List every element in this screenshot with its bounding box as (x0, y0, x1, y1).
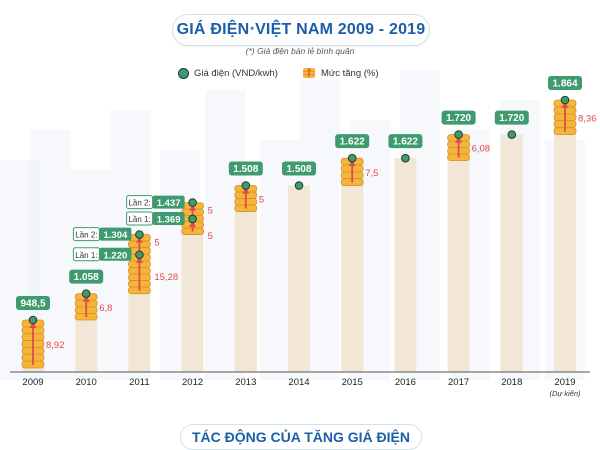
price-dot (560, 95, 570, 105)
price-label: 1.508 (286, 164, 311, 175)
increase-label: 5 (208, 231, 213, 242)
price-label-box (99, 227, 132, 241)
adjustment-label: Lần 2: (75, 231, 97, 240)
price-bar (394, 158, 417, 372)
increase-label: 8,36 (578, 113, 597, 124)
title-star: * (250, 25, 255, 35)
x-tick-label: 2013 (235, 377, 256, 388)
bottom-section-title: TÁC ĐỘNG CỦA TĂNG GIÁ ĐIỆN (180, 424, 422, 450)
x-tick-label: 2016 (395, 377, 416, 388)
price-label-box (152, 195, 185, 209)
price-label-box (69, 269, 104, 284)
increase-label: 5 (208, 206, 213, 217)
price-dot (401, 153, 410, 163)
arrow-head-icon (29, 322, 37, 328)
price-dot (135, 250, 144, 260)
price-label-box (494, 110, 529, 125)
increase-label: 6,08 (472, 144, 491, 155)
price-bar (288, 185, 310, 372)
adjustment-label: Lần 1: (75, 251, 97, 260)
price-bar (234, 185, 257, 372)
price-label-box (282, 161, 316, 176)
x-tick-label: 2017 (448, 377, 469, 388)
x-tick-label: 2010 (76, 377, 97, 388)
arrow-head-icon (242, 187, 250, 194)
price-bar (554, 100, 576, 372)
legend-price-label: Giá điện (VND/kwh) (194, 67, 278, 79)
price-label-box (16, 296, 50, 310)
increase-label: 5 (259, 195, 264, 206)
chart-legend: Giá điện (VND/kwh) Mức tăng (%) (178, 66, 379, 80)
price-label-box (441, 110, 476, 125)
price-label: 1.437 (157, 198, 181, 209)
price-label: 1.720 (446, 113, 471, 124)
price-dot (81, 289, 91, 298)
price-label: 1.864 (552, 79, 577, 90)
legend-increase-label: Mức tăng (%) (320, 67, 379, 79)
price-label-box (548, 76, 582, 90)
arrow-head-icon (135, 256, 143, 263)
price-bar (181, 202, 204, 372)
price-label: 1.369 (157, 214, 181, 225)
price-label: 1.058 (74, 272, 99, 283)
price-label: 1.304 (104, 230, 128, 241)
price-label-box (99, 247, 132, 261)
price-dot (294, 181, 304, 190)
x-tick-label: 2009 (22, 377, 43, 388)
arrow-head-icon (189, 204, 197, 211)
x-tick-label: 2011 (129, 377, 149, 388)
price-bar (341, 158, 364, 372)
x-tick-label: 2012 (182, 377, 203, 388)
title-main: GIÁ ĐIỆN (176, 21, 250, 38)
price-label-box (335, 134, 370, 149)
data-labels: 948,5 8,92 1.058 6,8 Lần 1: 1.220 15,28 Lần 2: 1… (16, 76, 597, 351)
price-dot (454, 130, 463, 139)
price-dot (188, 198, 197, 207)
x-tick-label: 2019 (554, 377, 575, 388)
green-dot-icon (178, 67, 189, 79)
price-bar (500, 134, 523, 372)
x-tick-label: 2014 (288, 377, 309, 388)
price-label: 1.508 (233, 164, 258, 175)
increase-label: 7,5 (365, 168, 378, 179)
price-dot (188, 214, 197, 224)
increase-label: 8,92 (46, 340, 65, 351)
x-tick-note: (Dự kiến) (549, 389, 581, 398)
arrow-head-icon (455, 136, 463, 143)
x-tick-label: 2015 (342, 377, 363, 388)
price-label-box (152, 211, 185, 225)
price-label-box (228, 161, 263, 176)
arrow-head-icon (135, 236, 143, 243)
adjustment-label: Lần 1: (128, 215, 150, 224)
coin-stack-icon (302, 68, 315, 78)
price-label-box (388, 134, 423, 149)
price-dot (28, 315, 38, 325)
x-tick-label: 2018 (501, 377, 522, 388)
arrow-head-icon (348, 160, 356, 167)
price-label: 948,5 (20, 299, 45, 310)
adjustment-label: Lần 2: (128, 199, 150, 208)
price-dot (507, 130, 517, 139)
price-label: 1.622 (393, 137, 418, 148)
price-dot (135, 230, 144, 239)
title-rest: VIỆT NAM 2009 - 2019 (255, 21, 426, 38)
x-axis-ticks: 2009 2010 2011 2012 2013 2014 2015 2016 2017 2018… (22, 377, 581, 398)
price-label: 1.622 (340, 137, 365, 148)
price-label: 1.220 (104, 250, 128, 261)
increase-label: 5 (154, 238, 159, 249)
increase-label: 6,8 (99, 303, 112, 314)
price-dot (241, 181, 251, 190)
increase-label: 15,28 (154, 272, 178, 283)
arrow-head-icon (82, 295, 90, 302)
price-bar (447, 134, 470, 372)
arrow-head-icon (189, 220, 197, 227)
chart-subtitle: (*) Giá điện bán lẻ bình quân (245, 46, 355, 56)
price-dot (347, 153, 357, 163)
arrow-head-icon (561, 102, 569, 108)
price-label: 1.720 (499, 113, 524, 124)
chart-title: GIÁ ĐIỆN * VIỆT NAM 2009 - 2019 (172, 14, 430, 46)
